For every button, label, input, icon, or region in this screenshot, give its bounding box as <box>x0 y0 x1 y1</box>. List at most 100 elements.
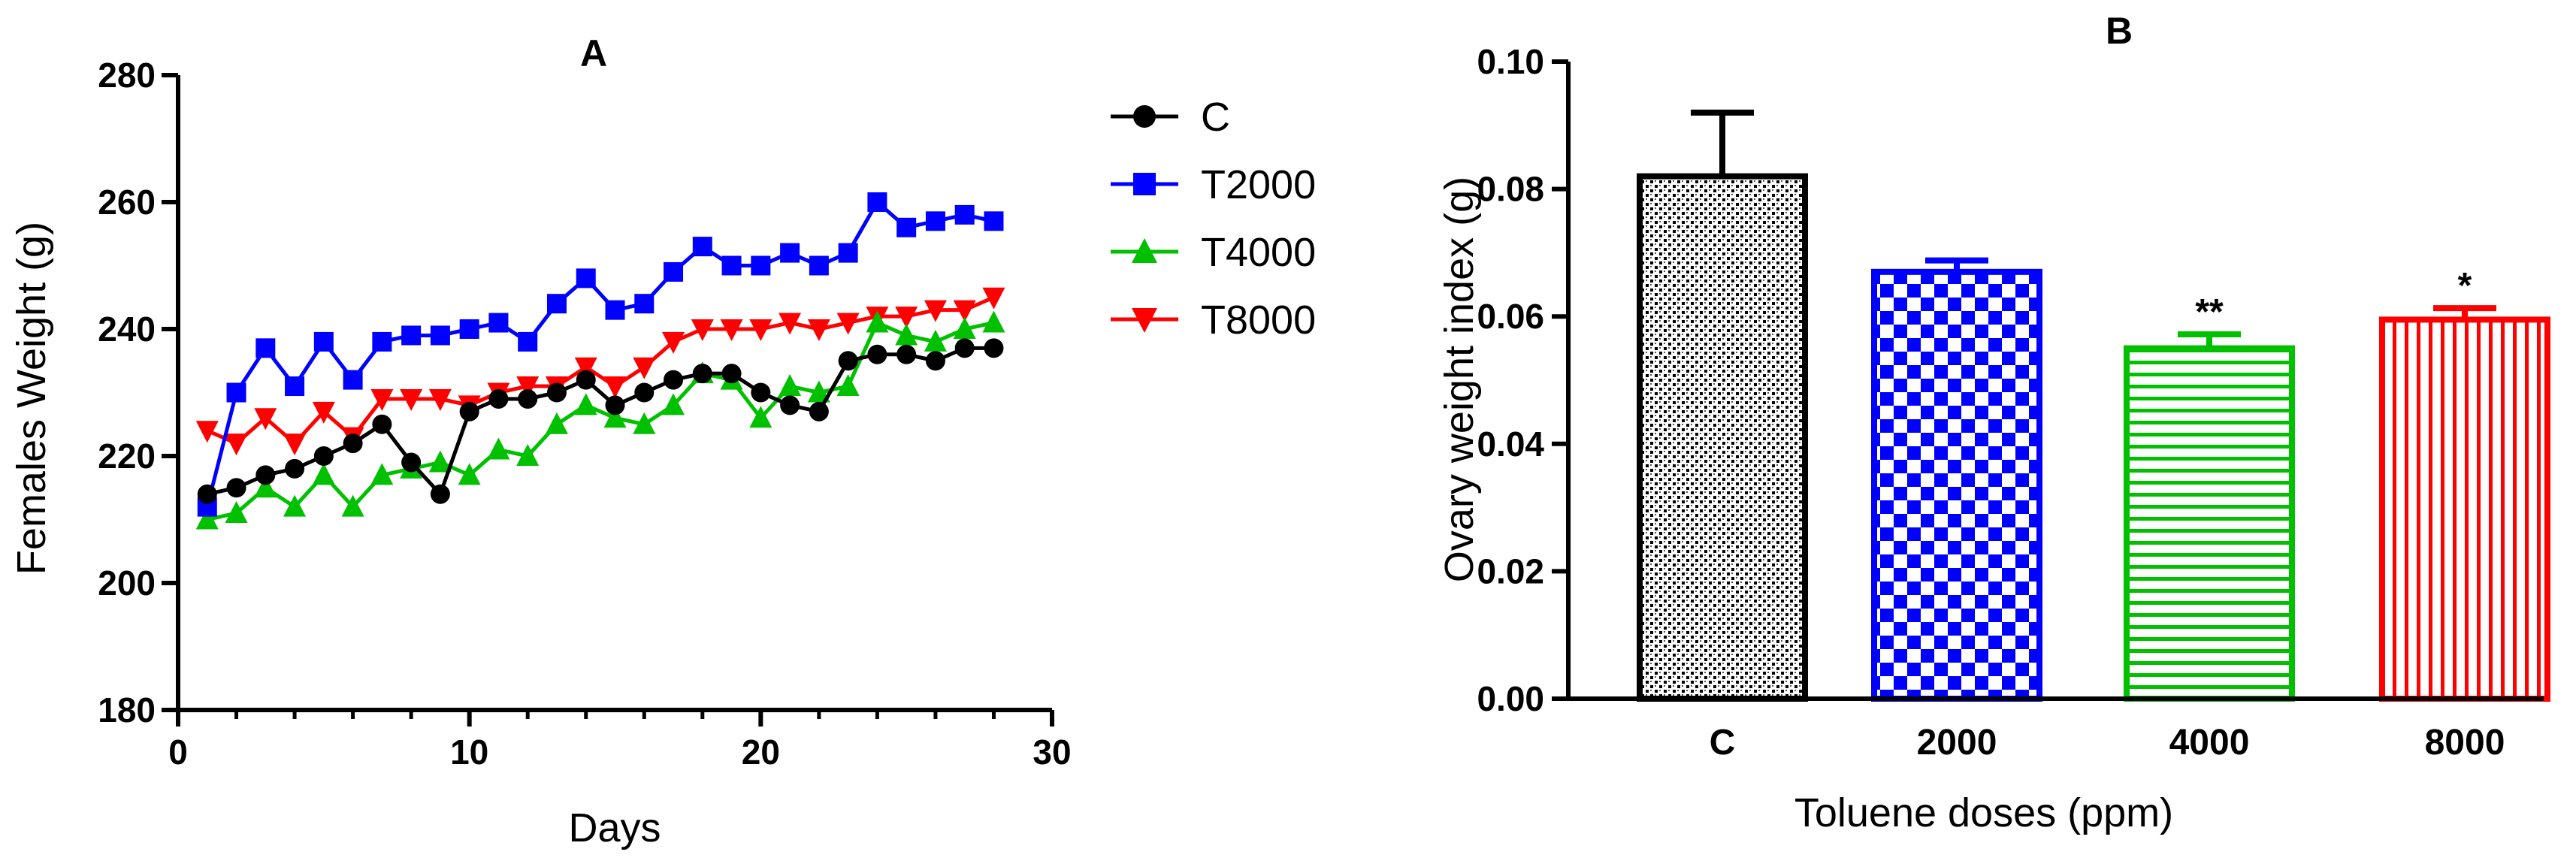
data-point-t2000 <box>313 331 334 352</box>
data-point-t2000 <box>343 370 363 390</box>
x-tick-label: 2000 <box>1917 723 1997 763</box>
bar <box>1871 268 2042 702</box>
x-tick-label: 8000 <box>2425 723 2505 763</box>
panel-a-xlabel: Days <box>568 805 661 850</box>
panel-b-y-tick-label: 0.02 <box>1477 551 1544 591</box>
bar-2000: 2000 <box>1871 257 2042 763</box>
data-point-c <box>867 344 887 364</box>
data-point-t4000 <box>225 501 248 524</box>
data-point-t8000 <box>312 401 335 424</box>
panel-a-x-tick-label: 20 <box>742 733 780 772</box>
data-point-t4000 <box>574 393 597 415</box>
data-point-t2000 <box>226 382 246 403</box>
series-c <box>197 338 1004 504</box>
data-point-c <box>546 382 567 403</box>
legend-label: C <box>1201 95 1230 140</box>
data-point-c <box>401 452 422 473</box>
data-point-t2000 <box>459 319 479 339</box>
legend-item-t4000: T4000 <box>1111 230 1316 275</box>
data-point-t8000 <box>749 319 772 341</box>
data-point-t4000 <box>953 317 976 339</box>
data-point-c <box>925 351 945 371</box>
data-point-t2000 <box>255 338 276 358</box>
data-point-t2000 <box>751 255 771 276</box>
data-point-t8000 <box>400 388 423 411</box>
data-point-t2000 <box>896 217 917 237</box>
data-point-t2000 <box>809 255 829 276</box>
data-point-c <box>605 395 625 415</box>
data-point-t2000 <box>838 243 858 263</box>
data-point-t2000 <box>692 237 712 257</box>
data-point-t2000 <box>721 255 742 276</box>
data-point-t2000 <box>984 211 1004 231</box>
data-point-t8000 <box>807 319 830 341</box>
x-tick-label: 4000 <box>2169 723 2250 763</box>
bar-4000: ** 4000 <box>2124 292 2295 763</box>
data-point-t8000 <box>633 357 656 379</box>
data-point-t8000 <box>254 408 277 430</box>
legend-label: T8000 <box>1201 298 1316 343</box>
data-point-t4000 <box>779 374 802 397</box>
data-point-t2000 <box>285 376 305 397</box>
significance-marker: * <box>2458 266 2472 306</box>
significance-marker: ** <box>2195 292 2224 332</box>
panel-a-axes: 180 200 220 240 260 280 0 10 20 30 <box>98 56 1071 772</box>
panel-b-axes: 0.00 0.02 0.04 0.06 0.08 0.10 <box>1477 42 2544 718</box>
data-point-t4000 <box>283 494 307 517</box>
panel-b: B C 2000**4000*8000 0.000.020.040.060.080… <box>1437 10 2550 835</box>
data-point-t2000 <box>372 331 392 352</box>
data-point-t4000 <box>866 310 889 333</box>
data-point-t4000 <box>370 463 394 485</box>
data-point-t4000 <box>458 463 481 485</box>
panel-b-ylabel: Ovary weight index (g) <box>1437 177 1482 582</box>
data-point-t4000 <box>807 380 830 403</box>
data-point-c <box>488 388 509 409</box>
data-point-t8000 <box>691 319 714 341</box>
panel-a-y-tick-label: 220 <box>98 437 156 476</box>
data-point-c <box>984 338 1004 358</box>
data-point-c <box>197 484 217 504</box>
data-point-t2000 <box>867 192 887 212</box>
legend-marker <box>1132 308 1157 333</box>
data-point-t4000 <box>749 406 772 428</box>
data-point-c <box>751 382 771 403</box>
series-line-t8000 <box>206 295 995 446</box>
data-point-t8000 <box>603 376 627 399</box>
data-point-t8000 <box>836 313 860 335</box>
data-point-c <box>313 446 334 466</box>
panel-b-y-tick-label: 0.00 <box>1477 679 1544 718</box>
bar-8000: * 8000 <box>2379 266 2550 763</box>
data-point-t2000 <box>954 204 975 225</box>
data-point-t4000 <box>633 412 656 434</box>
data-point-t4000 <box>428 450 452 473</box>
data-point-t8000 <box>779 313 802 335</box>
legend-marker <box>1133 105 1156 128</box>
data-point-t8000 <box>924 300 947 322</box>
data-point-t2000 <box>925 211 945 231</box>
data-point-t2000 <box>546 294 567 314</box>
data-point-c <box>896 344 917 364</box>
panel-a-title: A <box>580 32 607 74</box>
data-point-c <box>954 338 975 358</box>
data-point-t4000 <box>254 476 277 498</box>
data-point-c <box>226 478 246 498</box>
data-point-t8000 <box>953 300 976 322</box>
panel-a-y-tick-label: 200 <box>98 563 156 603</box>
data-point-t8000 <box>370 388 394 411</box>
data-point-c <box>430 484 450 504</box>
data-point-t8000 <box>283 434 307 456</box>
data-point-t8000 <box>225 434 248 456</box>
bar <box>2124 345 2295 702</box>
series-t8000 <box>195 287 1005 456</box>
data-point-c <box>285 458 305 479</box>
panel-b-y-tick-label: 0.10 <box>1477 42 1544 81</box>
bar <box>2379 316 2550 702</box>
legend-item-c: C <box>1111 95 1230 140</box>
panel-a-x-tick-label: 30 <box>1033 733 1071 772</box>
legend-item-t2000: T2000 <box>1111 162 1316 207</box>
data-point-t2000 <box>605 300 625 320</box>
data-point-t2000 <box>634 294 655 314</box>
data-point-c <box>372 414 392 434</box>
data-point-c <box>692 364 712 384</box>
